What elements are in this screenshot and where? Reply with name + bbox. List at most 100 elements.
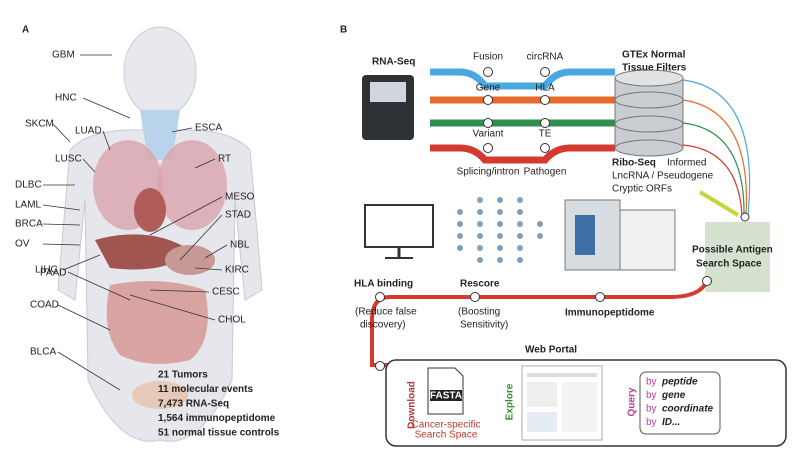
leader-line — [42, 223, 81, 226]
network-node — [477, 257, 483, 263]
organ-label: LUSC — [55, 154, 82, 165]
network-node — [517, 257, 523, 263]
query-by: by — [646, 404, 657, 415]
search-space-label: Possible Antigen — [692, 245, 773, 256]
file-band — [430, 390, 462, 401]
stat-line: 7,473 RNA-Seq — [158, 399, 229, 410]
network-node — [477, 209, 483, 215]
pipe-nodes — [483, 67, 550, 153]
step-note: (Reduce false — [355, 307, 417, 318]
network-node — [537, 233, 543, 239]
organ-label: COAD — [30, 300, 59, 311]
portal-title: Web Portal — [525, 345, 577, 356]
step-title: Immunopeptidome — [565, 308, 655, 319]
explore-label: Explore — [505, 383, 516, 420]
query-box — [639, 371, 721, 435]
leader-line — [194, 267, 223, 271]
network-node — [477, 221, 483, 227]
pipeline-label: Pathogen — [524, 167, 567, 178]
ribo-label: Informed — [667, 158, 706, 169]
query-field: peptide — [661, 377, 698, 388]
step-title: Rescore — [460, 279, 500, 290]
leader-line — [102, 130, 111, 151]
query-field: gene — [661, 390, 686, 401]
leader-line — [82, 97, 131, 119]
organ-label: LIHC — [35, 265, 58, 276]
node — [470, 292, 480, 302]
pipeline-label: Variant — [473, 129, 504, 140]
leader-line — [42, 204, 81, 211]
step-title: HLA binding — [354, 279, 413, 290]
leader-line — [52, 123, 71, 143]
stat-line: 11 molecular events — [158, 384, 253, 395]
leader-line — [57, 351, 121, 391]
network-node — [457, 245, 463, 251]
network-node — [517, 197, 523, 203]
organ-label: GBM — [52, 50, 75, 61]
node — [375, 292, 385, 302]
leader-line — [204, 244, 228, 259]
leader-line — [171, 127, 193, 133]
rna-seq-label: RNA-Seq — [372, 57, 415, 68]
query-label: Query — [627, 387, 638, 416]
gtex-label: GTEx Normal — [622, 50, 686, 61]
pipeline-label: HLA — [535, 83, 555, 94]
network-node — [537, 221, 543, 227]
organ-label: HNC — [55, 93, 77, 104]
pipeline-label: circRNA — [527, 52, 564, 63]
node — [375, 361, 385, 371]
leader-line — [82, 158, 96, 173]
download-note: Search Space — [415, 430, 478, 441]
network-node — [517, 233, 523, 239]
leader-line — [179, 214, 223, 261]
organ-label: NBL — [230, 240, 250, 251]
network-node — [497, 221, 503, 227]
node — [740, 212, 750, 222]
network-node — [477, 245, 483, 251]
node — [595, 292, 605, 302]
fasta-label: FASTA — [430, 391, 462, 402]
network-node — [457, 233, 463, 239]
leader-line — [57, 304, 111, 331]
sequencer-icon — [362, 75, 414, 140]
organ-label: STAD — [225, 210, 251, 221]
organ-label: RT — [218, 154, 231, 165]
organ-label: BLCA — [30, 347, 56, 358]
query-field: ID... — [662, 417, 680, 428]
organ-label: CESC — [212, 287, 240, 298]
organ-label: LUAD — [75, 126, 102, 137]
leader-line — [42, 243, 81, 246]
body-illustration — [57, 26, 263, 442]
download-note: Cancer-specific — [412, 420, 481, 431]
ribo-label: Ribo-Seq — [612, 158, 656, 169]
network-node — [517, 245, 523, 251]
organ-label: ESCA — [195, 123, 223, 134]
search-space-box — [705, 222, 770, 292]
organ-label: DLBC — [15, 180, 42, 191]
pipeline-label: TE — [539, 129, 552, 140]
leader-line — [194, 158, 216, 169]
network-node — [457, 221, 463, 227]
query-by: by — [646, 390, 657, 401]
network-node — [497, 209, 503, 215]
pipeline-label: Gene — [476, 83, 501, 94]
step-note: discovery) — [360, 320, 406, 331]
network-node — [497, 257, 503, 263]
network-node — [497, 197, 503, 203]
query-field: coordinate — [662, 404, 714, 415]
stat-line: 21 Tumors — [158, 370, 208, 381]
pipeline-label: Splicing/intron — [457, 167, 520, 178]
stat-line: 1,564 immunopeptidome — [158, 413, 276, 424]
step-note: Sensitivity) — [460, 320, 508, 331]
query-by: by — [646, 417, 657, 428]
gtex-label: Tissue Filters — [622, 63, 687, 74]
leader-line — [62, 254, 101, 271]
node — [702, 276, 712, 286]
organ-label: CHOL — [218, 315, 246, 326]
network-node — [477, 233, 483, 239]
leader-line — [67, 271, 131, 301]
network-node — [497, 233, 503, 239]
organ-label: SKCM — [25, 119, 54, 130]
explore-screenshot — [521, 365, 603, 441]
